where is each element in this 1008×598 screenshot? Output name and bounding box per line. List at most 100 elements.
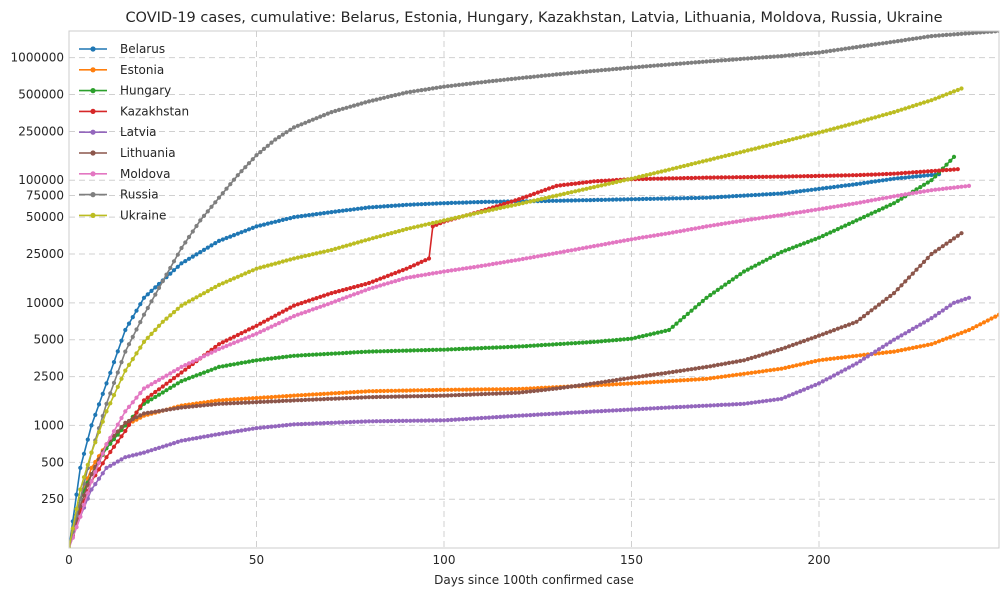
data-point — [749, 355, 754, 361]
data-point — [891, 39, 897, 44]
data-point — [648, 234, 653, 239]
data-point — [164, 373, 169, 378]
data-point — [460, 387, 465, 392]
legend-item-russia[interactable]: Russia — [79, 188, 159, 202]
data-point — [235, 332, 240, 338]
data-point — [419, 202, 424, 207]
data-point — [753, 192, 758, 198]
data-point — [880, 196, 885, 201]
data-point — [231, 177, 237, 182]
legend-item-lithuania[interactable]: Lithuania — [79, 146, 176, 160]
legend-item-estonia[interactable]: Estonia — [79, 63, 164, 77]
data-point — [869, 116, 874, 121]
data-point — [573, 247, 578, 252]
data-point — [895, 39, 900, 44]
data-point — [719, 402, 724, 407]
legend-item-latvia[interactable]: Latvia — [79, 125, 157, 139]
series-lithuania — [69, 231, 964, 548]
data-point — [816, 235, 822, 240]
legend-item-moldova[interactable]: Moldova — [79, 167, 170, 181]
data-point — [569, 384, 574, 389]
data-point — [655, 372, 660, 377]
data-point — [483, 415, 488, 420]
data-point — [621, 66, 627, 71]
data-point — [453, 393, 458, 398]
data-point — [194, 357, 199, 362]
data-point — [948, 335, 953, 340]
data-point — [378, 349, 383, 354]
data-point — [790, 52, 795, 58]
data-point — [119, 360, 124, 365]
data-point — [205, 434, 210, 439]
data-point — [288, 127, 293, 132]
data-point — [449, 417, 454, 422]
data-point — [925, 342, 930, 347]
data-point — [899, 38, 904, 43]
data-point — [940, 93, 945, 98]
data-point — [85, 462, 90, 467]
data-point — [569, 410, 574, 415]
data-point — [160, 319, 165, 324]
legend[interactable]: Belarus Estonia Hungary Kazakhstan Latvia Lit… — [79, 42, 189, 222]
data-point — [606, 241, 612, 246]
data-point — [606, 181, 612, 186]
data-point — [655, 196, 660, 201]
data-point — [145, 449, 150, 454]
data-point — [580, 382, 585, 388]
data-point — [415, 394, 420, 399]
data-point — [355, 102, 360, 107]
data-point — [798, 242, 803, 247]
data-point — [363, 389, 368, 394]
legend-marker — [90, 150, 96, 156]
data-point — [693, 60, 698, 65]
data-point — [108, 370, 113, 375]
data-point — [453, 417, 458, 422]
data-point — [100, 461, 105, 466]
data-point — [749, 217, 754, 222]
data-point — [858, 172, 863, 178]
data-point — [351, 207, 357, 212]
data-point — [741, 401, 747, 406]
legend-item-hungary[interactable]: Hungary — [79, 84, 171, 98]
data-point — [460, 214, 465, 219]
series-hungary — [69, 154, 957, 548]
data-point — [404, 394, 409, 399]
data-point — [606, 379, 612, 384]
data-point — [918, 35, 923, 40]
data-point — [325, 302, 330, 307]
data-point — [520, 195, 525, 200]
data-point — [486, 262, 492, 267]
data-point — [614, 408, 619, 413]
data-point — [689, 367, 694, 372]
data-point — [344, 350, 349, 355]
data-point — [813, 334, 818, 340]
data-point — [408, 275, 413, 280]
data-point — [933, 168, 938, 173]
data-point — [250, 426, 255, 431]
data-point — [284, 423, 289, 428]
data-point — [516, 386, 522, 392]
data-point — [310, 212, 315, 217]
data-point — [393, 348, 398, 353]
data-point — [756, 55, 762, 60]
data-point — [745, 56, 750, 61]
data-point — [543, 196, 548, 201]
data-point — [951, 333, 957, 338]
data-point — [434, 387, 439, 393]
data-point — [651, 233, 657, 238]
data-point — [351, 292, 357, 297]
data-point — [213, 366, 218, 371]
data-point — [591, 179, 597, 184]
data-point — [588, 198, 593, 203]
legend-item-kazakhstan[interactable]: Kazakhstan — [79, 104, 189, 118]
data-point — [944, 305, 949, 310]
data-point — [700, 225, 705, 230]
data-point — [869, 172, 874, 177]
legend-item-ukraine[interactable]: Ukraine — [79, 208, 166, 222]
data-point — [603, 67, 608, 72]
data-point — [558, 385, 563, 391]
legend-item-belarus[interactable]: Belarus — [79, 42, 165, 56]
data-point — [258, 425, 263, 430]
data-point — [775, 54, 780, 59]
data-point — [745, 148, 750, 153]
